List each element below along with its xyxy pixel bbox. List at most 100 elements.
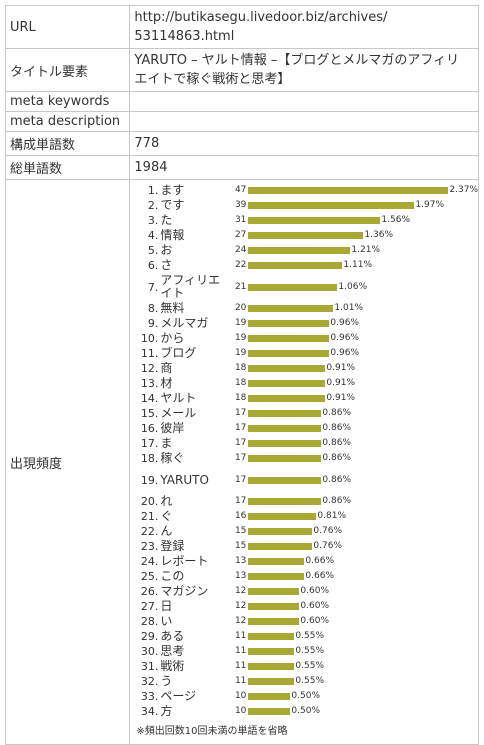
word-row: 31. 戦術 11 0.55%	[136, 659, 478, 674]
word-row: 12. 商 18 0.91%	[136, 361, 478, 376]
word-row: 15. メール 17 0.86%	[136, 406, 478, 421]
word-percentage: 0.91%	[326, 393, 355, 403]
word-text: この	[160, 570, 185, 583]
frequency-bar	[248, 425, 322, 432]
word-count: 11	[234, 646, 247, 656]
word-text: い	[160, 615, 173, 628]
word-bar-area: 0.86%	[248, 473, 351, 488]
word-row: 33. ページ 10 0.50%	[136, 689, 478, 704]
word-percentage: 1.21%	[351, 245, 380, 255]
word-rank-cell: 25. この	[136, 569, 226, 584]
word-percentage: 0.55%	[295, 661, 324, 671]
frequency-bar	[248, 455, 322, 462]
word-bar-area: 0.91%	[248, 361, 355, 376]
word-rank-cell: 2. です	[136, 198, 226, 213]
word-rank: 14.	[140, 392, 159, 405]
word-text: 情報	[160, 229, 185, 242]
word-bar-area: 0.91%	[248, 391, 355, 406]
word-bar-area: 0.86%	[248, 494, 351, 509]
word-bar-area: 0.55%	[248, 659, 324, 674]
word-row: 19. YARUTO 17 0.86%	[136, 466, 478, 494]
word-rank-cell: 18. 稼ぐ	[136, 451, 226, 466]
word-rank-cell: 15. メール	[136, 406, 226, 421]
word-count: 27	[234, 230, 247, 240]
frequency-bar	[248, 350, 330, 357]
frequency-bar	[248, 440, 322, 447]
word-row: 7. アフィリエイト 21 1.06%	[136, 273, 478, 301]
word-text: ヤルト	[160, 392, 197, 405]
word-percentage: 0.50%	[291, 691, 320, 701]
word-rank-cell: 1. ます	[136, 183, 226, 198]
word-bar-area: 0.50%	[248, 689, 320, 704]
word-rank-cell: 13. 材	[136, 376, 226, 391]
frequency-bar	[248, 335, 330, 342]
word-count: 18	[234, 393, 247, 403]
word-count: 21	[234, 281, 247, 292]
word-count: 18	[234, 363, 247, 373]
total-words-row: 総単語数 1984	[4, 155, 479, 180]
word-rank: 27.	[140, 600, 159, 613]
word-count: 12	[234, 616, 247, 626]
word-text: 登録	[160, 540, 185, 553]
word-percentage: 0.96%	[330, 318, 359, 328]
word-text: ん	[160, 525, 173, 538]
word-rank: 31.	[140, 660, 159, 673]
url-label: URL	[4, 5, 131, 49]
word-rank-cell: 5. お	[136, 243, 226, 258]
description-value	[129, 111, 479, 132]
word-rank: 18.	[140, 452, 159, 465]
word-row: 6. さ 22 1.11%	[136, 258, 478, 273]
frequency-bar	[248, 693, 291, 700]
word-rank-cell: 30. 思考	[136, 644, 226, 659]
frequency-bar	[248, 573, 305, 580]
word-count: 12	[234, 601, 247, 611]
word-rank-cell: 16. 彼岸	[136, 421, 226, 436]
word-count: 17	[234, 408, 247, 418]
word-row: 1. ます 47 2.37%	[136, 183, 478, 198]
word-count: 15	[234, 526, 247, 536]
url-value[interactable]: http://butikasegu.livedoor.biz/archives/…	[129, 5, 479, 49]
frequency-bar	[248, 648, 295, 655]
word-bar-area: 0.91%	[248, 376, 355, 391]
word-row: 3. た 31 1.56%	[136, 213, 478, 228]
frequency-bar	[248, 663, 295, 670]
word-count: 16	[234, 511, 247, 521]
frequency-bar	[248, 528, 313, 535]
word-row: 17. ま 17 0.86%	[136, 436, 478, 451]
word-rank: 7.	[147, 280, 159, 294]
word-percentage: 1.01%	[334, 303, 363, 313]
frequency-row: 出現頻度 1. ます 47 2.37% 2. です 39 1.97% 3. た 31 1.56% 4. 情…	[4, 179, 479, 745]
word-row: 9. メルマガ 19 0.96%	[136, 316, 478, 331]
word-rank: 17.	[140, 437, 159, 450]
frequency-bar	[248, 380, 326, 387]
word-percentage: 1.06%	[338, 281, 367, 292]
word-count: 24	[234, 245, 247, 255]
frequency-bar	[248, 232, 364, 239]
word-percentage: 1.11%	[343, 260, 372, 270]
word-percentage: 0.86%	[322, 423, 351, 433]
word-text: ページ	[160, 690, 197, 703]
word-bar-area: 0.86%	[248, 406, 351, 421]
word-rank: 26.	[140, 585, 159, 598]
word-percentage: 0.55%	[295, 631, 324, 641]
word-text: た	[160, 214, 173, 227]
frequency-bar	[248, 365, 326, 372]
title-value: YARUTO – ヤルト情報 –【ブログとメルマガのアフィリ エイトで稼ぐ戦術と…	[129, 48, 479, 92]
unique-words-value: 778	[129, 131, 479, 156]
frequency-bar	[248, 202, 415, 209]
word-bar-area: 1.56%	[248, 213, 410, 228]
frequency-bar	[248, 305, 334, 312]
word-rank: 30.	[140, 645, 159, 658]
word-count: 11	[234, 676, 247, 686]
word-rank-cell: 31. 戦術	[136, 659, 226, 674]
word-percentage: 1.56%	[381, 215, 410, 225]
word-count: 39	[234, 200, 247, 210]
word-rank: 5.	[147, 244, 159, 257]
word-text: れ	[160, 495, 173, 508]
word-bar-area: 1.36%	[248, 228, 393, 243]
word-percentage: 0.96%	[330, 333, 359, 343]
frequency-bar	[248, 498, 322, 505]
frequency-bar	[248, 678, 295, 685]
word-rank: 25.	[140, 570, 159, 583]
word-row: 30. 思考 11 0.55%	[136, 644, 478, 659]
